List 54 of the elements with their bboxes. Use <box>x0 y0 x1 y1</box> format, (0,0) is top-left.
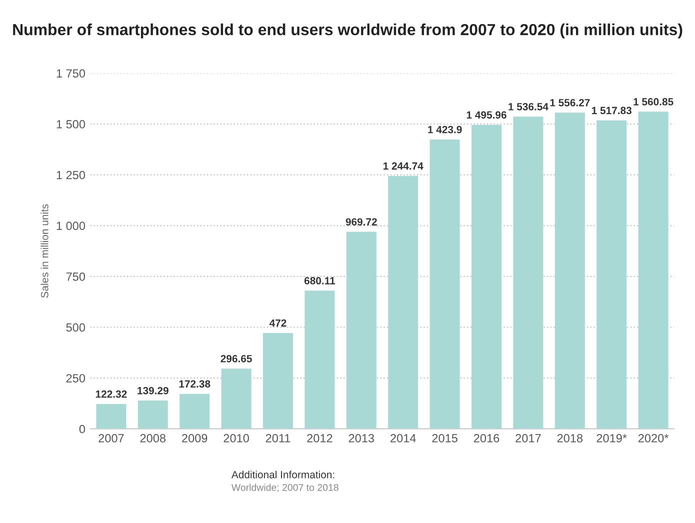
data-label: 1 423.9 <box>428 126 462 134</box>
bar <box>513 116 544 429</box>
y-axis-title: Sales in million units <box>40 204 48 298</box>
bar <box>430 139 460 429</box>
data-label: 1 556.27 <box>550 98 590 106</box>
data-label: 1 495.96 <box>466 111 506 119</box>
data-label: 680.11 <box>304 277 336 284</box>
x-tick-label: 2017 <box>516 434 541 442</box>
data-label: 1 536.54 <box>508 103 548 110</box>
y-tick-label: 1 250 <box>56 170 86 180</box>
x-tick-label: 2008 <box>140 434 166 442</box>
text: Worldwide; 2007 to 2018 <box>231 484 338 492</box>
bar <box>554 112 585 429</box>
bar <box>221 368 252 429</box>
bar <box>596 120 627 429</box>
data-label: 122.32 <box>96 390 127 398</box>
y-tick-label: 500 <box>66 323 86 332</box>
data-label: 139.29 <box>138 386 168 394</box>
bar <box>471 124 502 429</box>
data-label: 1 560.85 <box>634 98 674 106</box>
chart-title: Number of smartphones sold to end users worldwide from 2007 to 2020 (in million units) <box>13 24 682 38</box>
y-tick-label: 1 500 <box>56 120 86 128</box>
x-tick-label: 2007 <box>98 434 124 442</box>
bar <box>638 112 668 429</box>
bar <box>180 394 210 429</box>
bar <box>304 290 335 429</box>
x-tick-label: 2014 <box>390 434 416 442</box>
y-tick-label: 250 <box>66 374 86 382</box>
data-label: 172.38 <box>179 380 210 388</box>
data-label: 296.65 <box>220 354 252 362</box>
bar <box>346 232 376 429</box>
x-tick-label: 2019* <box>596 434 627 442</box>
data-label: 1 244.74 <box>383 162 424 170</box>
y-tick-label: 750 <box>66 272 86 281</box>
x-tick-label: 2015 <box>432 434 458 442</box>
y-tick-label: 1 750 <box>56 69 86 78</box>
bar <box>96 404 126 429</box>
x-tick-label: 2011 <box>266 434 290 442</box>
data-label: 472 <box>269 319 286 327</box>
x-tick-label: 2010 <box>224 434 249 442</box>
data-label: 1 517.83 <box>592 106 632 114</box>
bar <box>138 400 168 429</box>
bar <box>262 332 294 429</box>
y-tick-label: 0 <box>79 424 86 434</box>
bar <box>388 176 418 429</box>
text: Additional Information: <box>231 470 334 478</box>
x-tick-label: 2012 <box>307 434 332 442</box>
data-label: 969.72 <box>346 218 377 226</box>
x-tick-label: 2009 <box>182 434 208 442</box>
x-tick-label: 2013 <box>348 434 374 442</box>
x-tick-label: 2020* <box>638 434 669 442</box>
y-tick-label: 1 000 <box>56 222 86 230</box>
x-tick-label: 2016 <box>474 434 500 442</box>
x-tick-label: 2018 <box>557 434 583 442</box>
